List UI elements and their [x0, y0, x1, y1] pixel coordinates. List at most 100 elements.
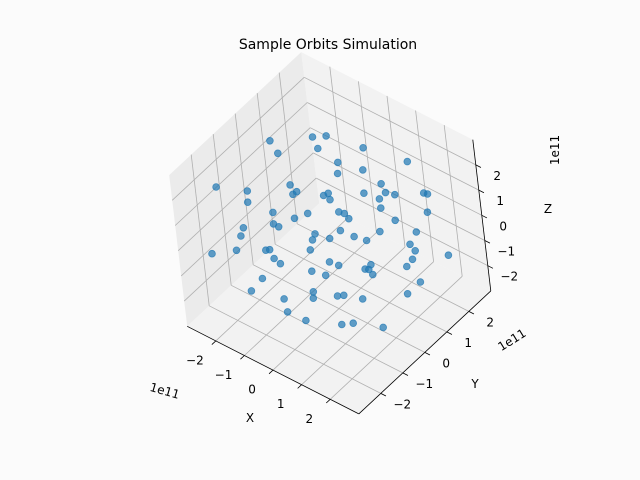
data-point [243, 198, 252, 207]
data-point [350, 232, 358, 241]
y-tick-label: 1 [464, 336, 472, 350]
data-point [276, 259, 285, 268]
z-tick-label: 2 [493, 169, 501, 183]
data-point [261, 246, 270, 255]
z-tick [475, 164, 482, 168]
data-point [326, 195, 334, 204]
z-tick [481, 214, 488, 219]
x-tick [240, 355, 245, 360]
data-point [408, 255, 417, 264]
data-point [302, 316, 310, 325]
data-point [339, 291, 348, 300]
x-tick-label: 2 [305, 412, 313, 426]
data-point [283, 308, 292, 316]
data-point [412, 228, 421, 236]
data-point [313, 144, 322, 153]
data-point [243, 187, 252, 195]
data-point [232, 246, 241, 255]
data-point [333, 169, 342, 178]
y-tick [424, 352, 431, 356]
data-point [419, 189, 428, 197]
data-point [325, 258, 334, 266]
x-tick-label: −1 [215, 368, 233, 382]
data-point [349, 319, 358, 328]
data-point [444, 251, 453, 260]
x-axis-label: X [246, 411, 254, 425]
z-tick-label: −1 [497, 244, 515, 258]
data-point [337, 320, 346, 329]
y-tick [380, 393, 387, 397]
data-point [258, 274, 267, 283]
x-tick [211, 340, 217, 345]
data-point [403, 157, 412, 166]
data-point [406, 240, 414, 249]
data-point [286, 181, 294, 189]
data-point [208, 249, 216, 258]
x-tick [325, 399, 331, 404]
z-tick [487, 265, 494, 269]
gridlines [171, 66, 488, 400]
data-point [376, 204, 385, 212]
data-point [334, 261, 343, 270]
data-point [309, 287, 318, 296]
data-point [212, 183, 220, 191]
y-tick-label: −1 [415, 377, 433, 391]
x-offset-label: 1e11 [148, 380, 181, 402]
data-point [364, 265, 373, 274]
y-tick [446, 331, 453, 335]
data-point [376, 227, 384, 236]
data-point [308, 133, 317, 141]
chart-title: Sample Orbits Simulation [239, 37, 417, 53]
data-point [239, 224, 248, 232]
data-point [325, 234, 334, 243]
data-point [273, 149, 282, 158]
z-tick-label: 0 [499, 219, 507, 233]
z-offset-label: 1e11 [548, 135, 562, 165]
data-point [391, 216, 400, 225]
data-point [381, 188, 390, 197]
y-tick-label: 0 [442, 356, 450, 370]
y-axis-label: Y [470, 377, 479, 391]
data-point [237, 232, 245, 240]
data-point [390, 190, 399, 199]
data-point [322, 132, 330, 140]
data-point [306, 246, 315, 254]
data-point [360, 189, 368, 198]
y-tick [468, 311, 475, 315]
z-tick-label: 1 [496, 194, 504, 208]
z-axis-label: Z [544, 202, 552, 216]
data-point [321, 271, 330, 280]
x-tick [297, 384, 302, 389]
data-point [290, 214, 299, 223]
data-point [269, 208, 277, 217]
data-point [402, 262, 411, 271]
data-points [208, 132, 453, 332]
data-point [340, 209, 349, 218]
data-point [333, 158, 342, 167]
y-tick-label: −2 [393, 397, 411, 411]
data-point [377, 180, 385, 188]
x-tick-label: 0 [248, 383, 256, 397]
data-point [309, 294, 318, 303]
x-tick-label: −2 [186, 353, 204, 367]
z-tick [484, 240, 491, 244]
data-point [336, 226, 345, 235]
data-point [274, 223, 283, 231]
data-point [411, 247, 420, 255]
data-point [359, 144, 367, 152]
data-point [308, 236, 317, 244]
data-point [375, 195, 384, 203]
data-point [403, 289, 412, 298]
data-point [247, 287, 256, 295]
data-point [270, 254, 278, 263]
z-gridline [304, 76, 476, 166]
x-tick-label: 1 [277, 397, 285, 411]
data-point [307, 267, 316, 276]
data-point [358, 166, 367, 174]
z-tick [478, 189, 485, 194]
data-point [423, 208, 432, 217]
y-tick [402, 372, 409, 376]
x-tick [268, 369, 274, 375]
